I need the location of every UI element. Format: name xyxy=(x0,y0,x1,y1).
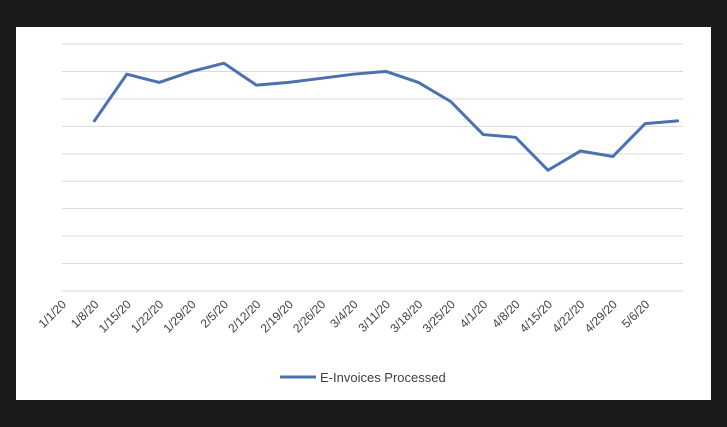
legend-label: E-Invoices Processed xyxy=(320,370,446,385)
legend: E-Invoices Processed xyxy=(280,370,446,385)
gridlines xyxy=(62,43,683,292)
series-line-0 xyxy=(92,61,680,172)
series-lines xyxy=(92,61,680,172)
chart-area xyxy=(16,27,711,400)
